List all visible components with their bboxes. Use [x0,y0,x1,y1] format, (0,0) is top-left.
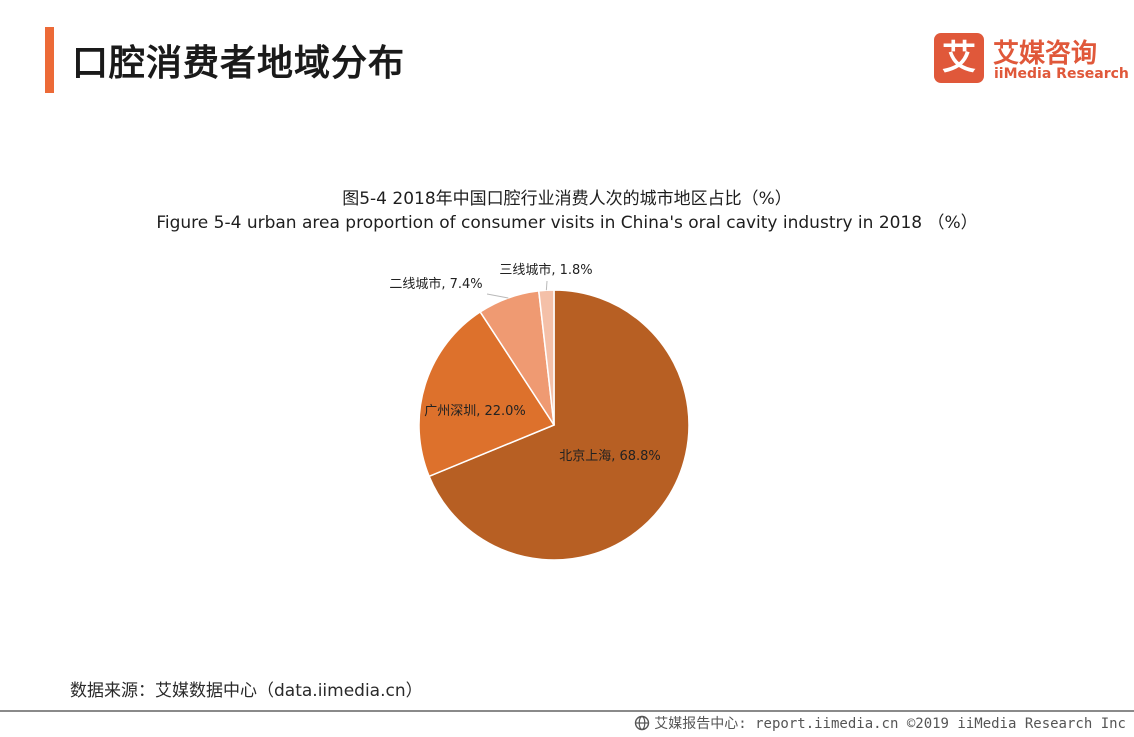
globe-icon [635,715,650,731]
data-source: 数据来源：艾媒数据中心（data.iimedia.cn） [70,681,423,701]
chart-title-en: Figure 5-4 urban area proportion of cons… [156,213,978,233]
title-accent-bar [45,27,54,93]
leader-line-3 [486,293,509,299]
logo-english-name: iiMedia Research [994,66,1129,82]
leader-line-4 [545,280,548,291]
logo-chinese-name: 艾媒咨询 [993,39,1098,69]
pie-label-2: 广州深圳, 22.0% [424,404,526,419]
logo-mark: 艾 [942,38,976,78]
pie-label-4: 三线城市, 1.8% [499,262,592,278]
pie-label-1: 北京上海, 68.8% [559,449,661,464]
page-title: 口腔消费者地域分布 [72,43,406,84]
logo-badge [934,33,984,83]
pie-label-3: 二线城市, 7.4% [389,276,482,292]
iimedia-logo: 艾 艾媒咨询 iiMedia Research [934,33,1129,85]
pie-slice-1 [428,289,690,561]
footer-credit: 艾媒报告中心: report.iimedia.cn ©2019 iiMedia … [634,713,1126,733]
chart-title-cn: 图5-4 2018年中国口腔行业消费人次的城市地区占比（%） [342,189,792,209]
footer-text: 艾媒报告中心: report.iimedia.cn ©2019 iiMedia … [654,716,1126,732]
footer-divider [0,710,1134,712]
pie-slice-2 [418,310,556,478]
